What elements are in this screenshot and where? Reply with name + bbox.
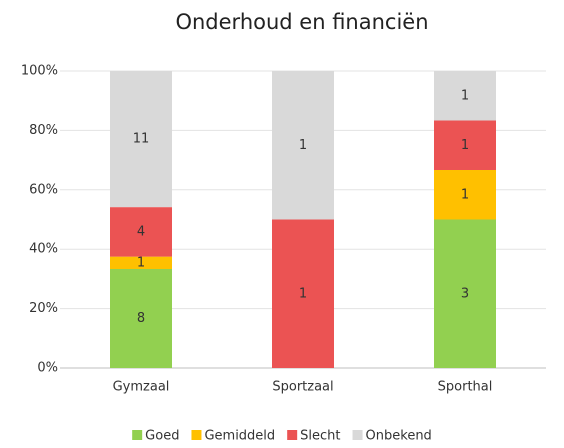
bar-segment [434, 219, 496, 368]
data-label: 1 [461, 88, 469, 103]
data-label: 1 [461, 187, 469, 202]
legend-swatch [287, 430, 298, 440]
legend-swatch [191, 430, 202, 440]
x-tick-label: Gymzaal [113, 380, 170, 395]
data-label: 8 [137, 311, 145, 326]
y-tick-label: 80% [29, 123, 58, 138]
y-tick-label: 20% [29, 301, 58, 316]
y-tick-label: 40% [29, 242, 58, 257]
data-label: 3 [461, 286, 469, 301]
bar-segment [434, 71, 496, 121]
bar-segment [434, 170, 496, 220]
bar-segment [110, 71, 172, 208]
legend-label: Slecht [300, 429, 340, 444]
data-label: 4 [137, 224, 145, 239]
legend-label: Gemiddeld [204, 429, 275, 444]
bar-segment [272, 71, 334, 220]
y-tick-label: 100% [21, 64, 58, 79]
x-tick-label: Sporthal [438, 380, 493, 395]
chart-title: Onderhoud en financiën [175, 10, 428, 34]
data-label: 1 [461, 138, 469, 153]
y-tick-label: 0% [37, 361, 58, 376]
legend-swatch [132, 430, 143, 440]
y-tick-label: 60% [29, 182, 58, 197]
data-label: 1 [299, 286, 307, 301]
legend-label: Goed [145, 429, 179, 444]
legend-swatch [352, 430, 363, 440]
bar-segment [110, 207, 172, 257]
legend-label: Onbekend [366, 429, 432, 444]
bar-segment [110, 256, 172, 269]
x-tick-label: Sportzaal [272, 380, 333, 395]
data-label: 1 [137, 255, 145, 270]
bar-segment [434, 120, 496, 170]
bar-segment [110, 269, 172, 368]
data-label: 1 [299, 138, 307, 153]
bar-segment [272, 219, 334, 368]
data-label: 11 [133, 132, 150, 147]
